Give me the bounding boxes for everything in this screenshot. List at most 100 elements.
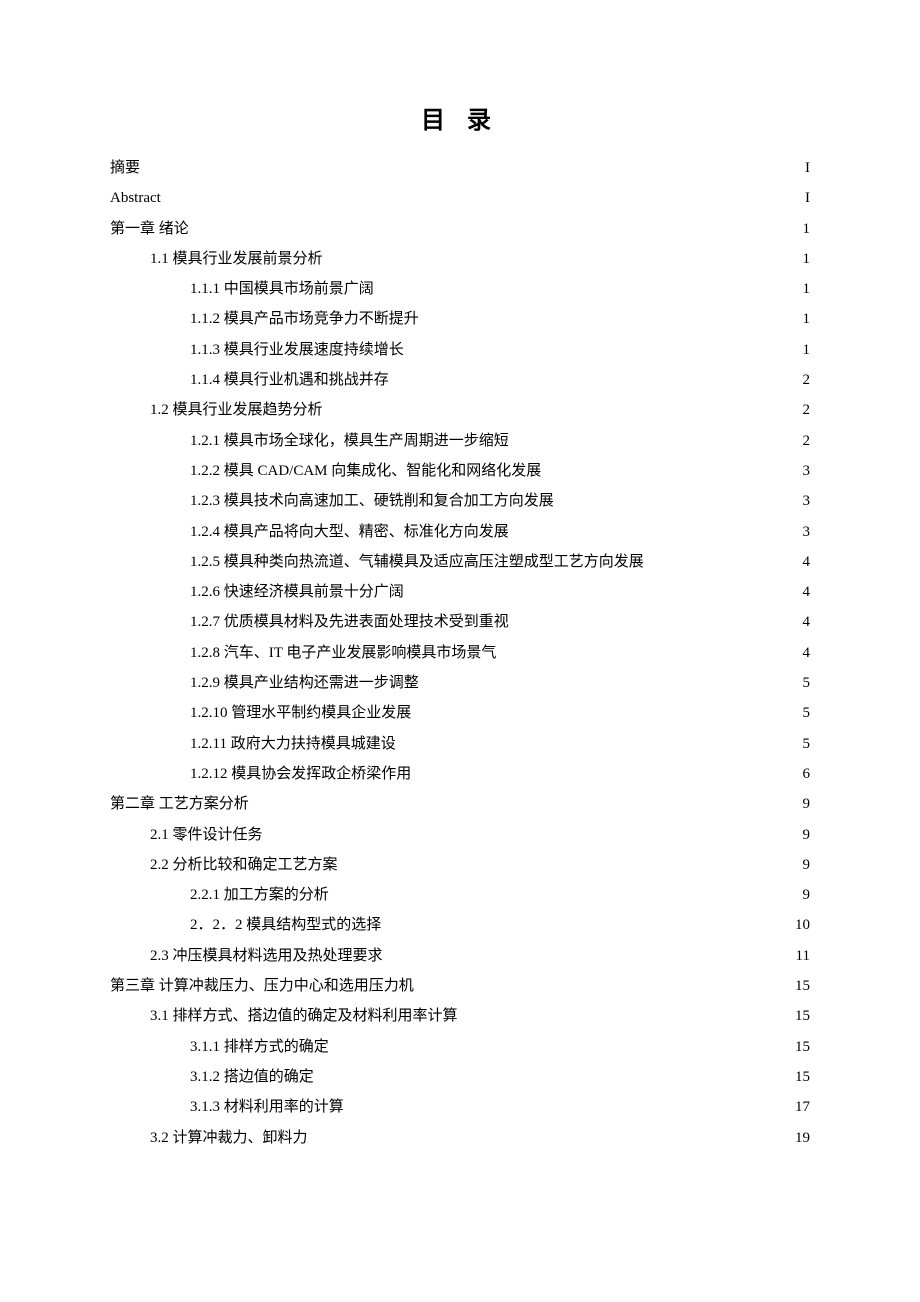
toc-entry: 2.2.1 加工方案的分析 9 <box>110 880 810 910</box>
toc-entry-page: 5 <box>803 698 811 728</box>
toc-entry-label: 1.1.3 模具行业发展速度持续增长 <box>190 335 404 365</box>
toc-entry-label: 1.2.5 模具种类向热流道、气辅模具及适应高压注塑成型工艺方向发展 <box>190 547 644 577</box>
toc-entry-page: 15 <box>795 971 810 1001</box>
toc-entry: 1.2.11 政府大力扶持模具城建设 5 <box>110 729 810 759</box>
toc-entry-page: 15 <box>795 1001 810 1031</box>
toc-entry-page: I <box>805 153 810 183</box>
toc-entry-page: 9 <box>803 789 811 819</box>
toc-entry: 1.1.3 模具行业发展速度持续增长 1 <box>110 335 810 365</box>
toc-entry: 摘要 I <box>110 153 810 183</box>
toc-entry-label: 1.2.7 优质模具材料及先进表面处理技术受到重视 <box>190 607 509 637</box>
toc-entry: 1.2 模具行业发展趋势分析 2 <box>110 395 810 425</box>
toc-entry-label: 3.1.3 材料利用率的计算 <box>190 1092 344 1122</box>
toc-entry-page: I <box>805 183 810 213</box>
toc-entry-page: 5 <box>803 729 811 759</box>
toc-entry: 2.3 冲压模具材料选用及热处理要求 11 <box>110 941 810 971</box>
toc-entry: 3.1 排样方式、搭边值的确定及材料利用率计算 15 <box>110 1001 810 1031</box>
toc-entry-page: 1 <box>803 244 811 274</box>
toc-entry-page: 3 <box>803 456 811 486</box>
toc-entry-label: 1.1.4 模具行业机遇和挑战并存 <box>190 365 389 395</box>
toc-entry-page: 2 <box>803 426 811 456</box>
toc-entry-label: 1.2 模具行业发展趋势分析 <box>150 395 323 425</box>
toc-entry-page: 10 <box>795 910 810 940</box>
toc-entry-label: 1.2.10 管理水平制约模具企业发展 <box>190 698 411 728</box>
toc-entry-label: 3.2 计算冲裁力、卸料力 <box>150 1123 308 1153</box>
toc-entry-page: 9 <box>803 880 811 910</box>
toc-entry-page: 1 <box>803 274 811 304</box>
toc-entry-label: 1.2.11 政府大力扶持模具城建设 <box>190 729 396 759</box>
toc-entry-page: 1 <box>803 335 811 365</box>
toc-entry: 1.2.3 模具技术向高速加工、硬铣削和复合加工方向发展 3 <box>110 486 810 516</box>
toc-entry-label: 2.3 冲压模具材料选用及热处理要求 <box>150 941 383 971</box>
toc-entry-page: 4 <box>803 638 811 668</box>
toc-entry-label: 2．2．2 模具结构型式的选择 <box>190 910 381 940</box>
toc-entry-label: 第三章 计算冲裁压力、压力中心和选用压力机 <box>110 971 414 1001</box>
toc-entry-label: 1.2.8 汽车、IT 电子产业发展影响模具市场景气 <box>190 638 496 668</box>
toc-entry: 2.2 分析比较和确定工艺方案 9 <box>110 850 810 880</box>
toc-entry-label: 第二章 工艺方案分析 <box>110 789 249 819</box>
toc-entry-label: 3.1.2 搭边值的确定 <box>190 1062 314 1092</box>
toc-entry-page: 6 <box>803 759 811 789</box>
toc-entry: 1.2.6 快速经济模具前景十分广阔 4 <box>110 577 810 607</box>
toc-entry: 1.2.8 汽车、IT 电子产业发展影响模具市场景气 4 <box>110 638 810 668</box>
toc-entry: 2.1 零件设计任务 9 <box>110 820 810 850</box>
toc-entry-page: 15 <box>795 1062 810 1092</box>
toc-entry-page: 11 <box>796 941 810 971</box>
toc-entry-page: 3 <box>803 517 811 547</box>
toc-entry: 1.2.2 模具 CAD/CAM 向集成化、智能化和网络化发展 3 <box>110 456 810 486</box>
toc-entry-label: 1.2.3 模具技术向高速加工、硬铣削和复合加工方向发展 <box>190 486 554 516</box>
toc-entry-label: 1.2.1 模具市场全球化，模具生产周期进一步缩短 <box>190 426 509 456</box>
toc-entry: 1.2.7 优质模具材料及先进表面处理技术受到重视 4 <box>110 607 810 637</box>
toc-entry-label: 1.1.1 中国模具市场前景广阔 <box>190 274 374 304</box>
toc-title: 目 录 <box>110 100 810 135</box>
toc-entry-label: 3.1 排样方式、搭边值的确定及材料利用率计算 <box>150 1001 458 1031</box>
toc-entry-page: 17 <box>795 1092 810 1122</box>
toc-entry-page: 1 <box>803 214 811 244</box>
toc-entry-page: 2 <box>803 395 811 425</box>
toc-entry-page: 9 <box>803 850 811 880</box>
toc-container: 摘要 I Abstract I 第一章 绪论 1 1.1 模具行业发展前景分析 1 1.1.1 … <box>110 153 810 1153</box>
toc-entry-page: 5 <box>803 668 811 698</box>
toc-entry-page: 3 <box>803 486 811 516</box>
toc-entry-label: 1.2.12 模具协会发挥政企桥梁作用 <box>190 759 411 789</box>
toc-entry: 1.2.9 模具产业结构还需进一步调整 5 <box>110 668 810 698</box>
toc-entry: 第二章 工艺方案分析 9 <box>110 789 810 819</box>
toc-entry-label: 1.2.9 模具产业结构还需进一步调整 <box>190 668 419 698</box>
toc-entry: 1.2.12 模具协会发挥政企桥梁作用 6 <box>110 759 810 789</box>
toc-entry: 第三章 计算冲裁压力、压力中心和选用压力机 15 <box>110 971 810 1001</box>
toc-entry-label: 1.2.4 模具产品将向大型、精密、标准化方向发展 <box>190 517 509 547</box>
toc-entry: 1.1 模具行业发展前景分析 1 <box>110 244 810 274</box>
toc-entry: 3.2 计算冲裁力、卸料力 19 <box>110 1123 810 1153</box>
toc-entry-label: 1.2.6 快速经济模具前景十分广阔 <box>190 577 404 607</box>
toc-entry: 第一章 绪论 1 <box>110 214 810 244</box>
toc-entry: Abstract I <box>110 183 810 213</box>
toc-entry-label: 1.1.2 模具产品市场竞争力不断提升 <box>190 304 419 334</box>
toc-entry-label: 1.1 模具行业发展前景分析 <box>150 244 323 274</box>
toc-entry: 1.1.4 模具行业机遇和挑战并存2 <box>110 365 810 395</box>
toc-entry-label: 2.2.1 加工方案的分析 <box>190 880 329 910</box>
toc-entry-label: 1.2.2 模具 CAD/CAM 向集成化、智能化和网络化发展 <box>190 456 541 486</box>
toc-entry: 1.2.4 模具产品将向大型、精密、标准化方向发展 3 <box>110 517 810 547</box>
toc-entry-label: 第一章 绪论 <box>110 214 189 244</box>
toc-entry-page: 4 <box>803 577 811 607</box>
toc-entry: 1.1.2 模具产品市场竞争力不断提升 1 <box>110 304 810 334</box>
toc-entry: 3.1.1 排样方式的确定 15 <box>110 1032 810 1062</box>
toc-entry-page: 15 <box>795 1032 810 1062</box>
toc-entry-page: 19 <box>795 1123 810 1153</box>
toc-entry-label: 3.1.1 排样方式的确定 <box>190 1032 329 1062</box>
toc-entry-page: 1 <box>803 304 811 334</box>
document-page: 目 录 摘要IAbstractI第一章 绪论11.1 模具行业发展前景分析11.… <box>0 0 920 1233</box>
toc-entry-label: 2.1 零件设计任务 <box>150 820 263 850</box>
toc-entry-page: 4 <box>803 607 811 637</box>
toc-entry-label: 2.2 分析比较和确定工艺方案 <box>150 850 338 880</box>
toc-entry: 3.1.2 搭边值的确定 15 <box>110 1062 810 1092</box>
toc-entry-label: Abstract <box>110 183 161 213</box>
toc-entry: 1.2.1 模具市场全球化，模具生产周期进一步缩短 2 <box>110 426 810 456</box>
toc-entry-page: 4 <box>803 547 811 577</box>
toc-entry-page: 9 <box>803 820 811 850</box>
toc-entry: 1.2.5 模具种类向热流道、气辅模具及适应高压注塑成型工艺方向发展 4 <box>110 547 810 577</box>
toc-entry: 2．2．2 模具结构型式的选择 10 <box>110 910 810 940</box>
toc-entry: 3.1.3 材料利用率的计算 17 <box>110 1092 810 1122</box>
toc-entry-label: 摘要 <box>110 153 140 183</box>
toc-entry: 1.2.10 管理水平制约模具企业发展 5 <box>110 698 810 728</box>
